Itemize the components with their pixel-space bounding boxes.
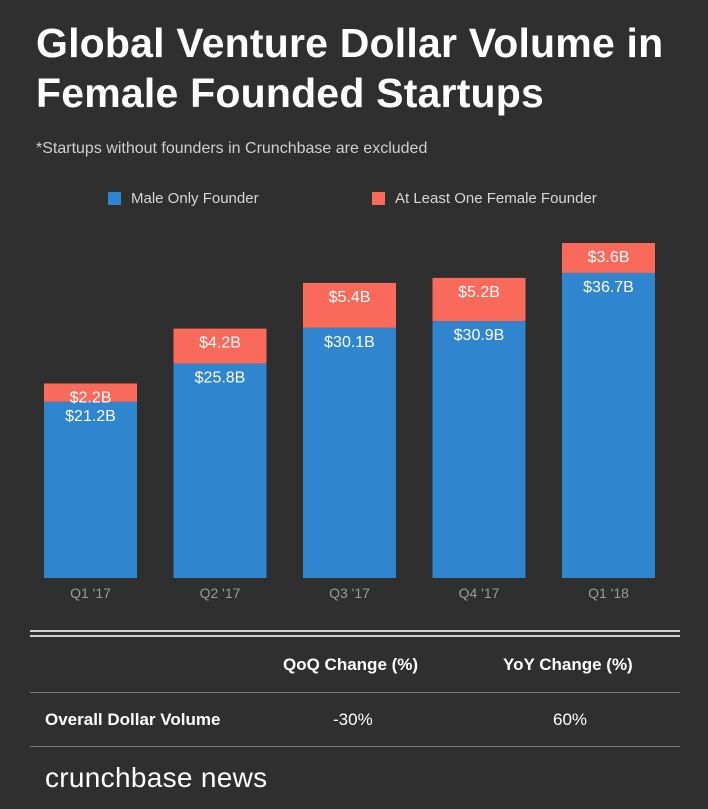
table-bottom-rule — [30, 746, 680, 747]
x-tick-2: Q3 '17 — [329, 585, 370, 601]
legend-swatch-male — [108, 192, 121, 205]
legend-label-male: Male Only Founder — [131, 190, 259, 207]
label-female-0: $2.2B — [70, 389, 112, 406]
bar-female-1 — [173, 328, 267, 364]
label-male-4: $36.7B — [583, 279, 634, 296]
legend-female: At Least One Female Founder — [372, 190, 597, 207]
table-row-label: Overall Dollar Volume — [45, 710, 221, 729]
bar-female-3 — [432, 277, 526, 322]
label-male-0: $21.2B — [65, 408, 116, 425]
x-tick-1: Q2 '17 — [200, 585, 241, 601]
chart-title: Global Venture Dollar Volume in Female F… — [36, 20, 664, 116]
x-tick-3: Q4 '17 — [459, 585, 500, 601]
legend-label-female: At Least One Female Founder — [395, 190, 597, 207]
table-top-rule — [30, 630, 680, 637]
bar-male-3 — [432, 321, 526, 578]
label-male-1: $25.8B — [195, 370, 246, 387]
bar-female-4 — [562, 243, 655, 273]
table-header-qoq: QoQ Change (%) — [283, 655, 419, 674]
table-value-qoq: -30% — [333, 710, 373, 729]
bar-male-0 — [44, 401, 137, 578]
legend-male: Male Only Founder — [108, 190, 259, 207]
chart-subtitle: *Startups without founders in Crunchbase… — [36, 140, 428, 157]
label-female-2: $5.4B — [329, 289, 371, 306]
bar-male-2 — [303, 327, 396, 578]
label-female-4: $3.6B — [588, 249, 630, 266]
bar-male-1 — [173, 363, 267, 578]
bar-female-2 — [303, 282, 396, 328]
label-female-3: $5.2B — [458, 284, 500, 301]
table-header-yoy: YoY Change (%) — [503, 655, 633, 674]
table-value-yoy: 60% — [553, 710, 588, 729]
label-female-1: $4.2B — [199, 335, 241, 352]
label-male-3: $30.9B — [454, 327, 505, 344]
bar-male-4 — [562, 272, 655, 578]
x-tick-0: Q1 '17 — [70, 585, 111, 601]
bar-female-0 — [44, 383, 137, 402]
x-tick-4: Q1 '18 — [588, 585, 629, 601]
table-divider — [30, 692, 680, 693]
brand-logo-text: crunchbase news — [45, 762, 268, 793]
stacked-bar-chart: $21.2B $2.2B Q1 '17 $25.8B $4.2B Q2 '17 $30.1B… — [44, 243, 655, 601]
label-male-2: $30.1B — [324, 334, 375, 351]
legend-swatch-female — [372, 192, 385, 205]
